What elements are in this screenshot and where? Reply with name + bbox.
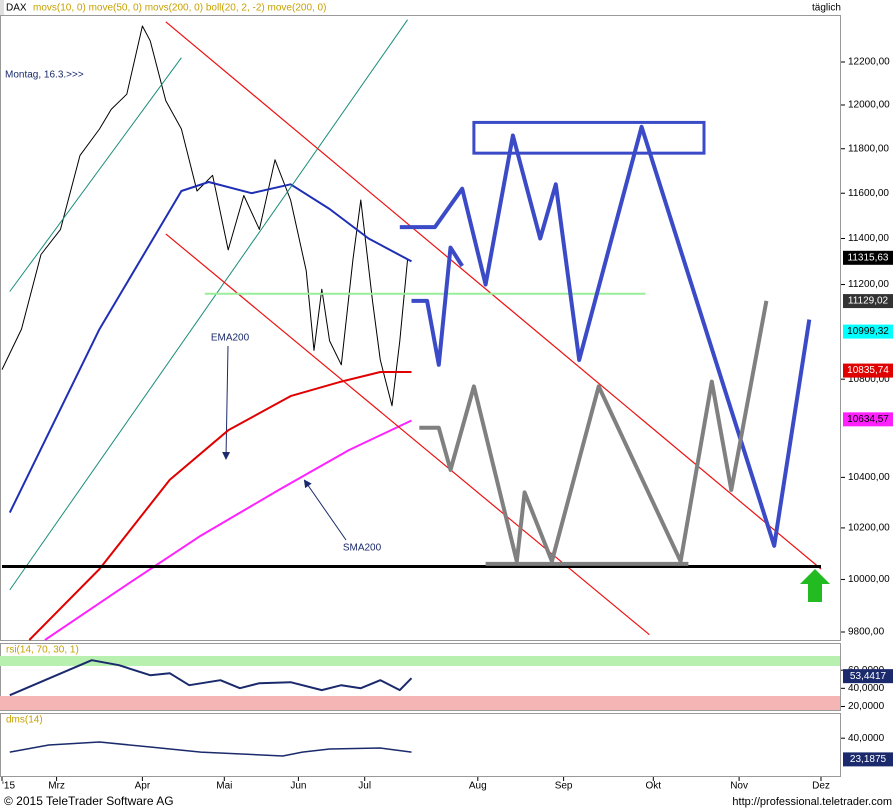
annotation: EMA200 [211,333,250,344]
series-line [9,19,409,591]
x-tick-label: Dez [812,781,830,792]
y-tick-label: 10400,00 [848,472,890,483]
value-label: 23,1875 [850,754,887,765]
series-line [399,124,812,548]
series-line [165,21,822,570]
x-tick-label: Nov [730,781,748,792]
series-line [9,741,412,757]
x-tick-label: Apr [135,781,151,792]
y-tick-label: 11600,00 [848,188,889,199]
target-box [472,120,706,155]
value-label: 10835,74 [847,365,889,376]
y-tick-label: 12200,00 [848,57,890,68]
x-tick-label: Sep [555,781,573,792]
value-label-box [843,669,893,684]
series-line [8,181,412,514]
indicators: movs(10, 0) move(50, 0) movs(200, 0) bol… [33,3,326,14]
series-line [1,25,409,407]
main-panel [0,15,841,641]
series-line [419,300,769,564]
y-tick-label: 40,0000 [848,683,885,694]
value-label-box [843,250,893,265]
corner [0,0,4,15]
rsi-title: rsi(14, 70, 30, 1) [6,645,79,656]
annotation: Montag, 16.3.>>> [5,70,84,81]
value-label-box [843,324,893,339]
y-tick-label: 10000,00 [848,574,890,585]
series-line [9,57,182,292]
value-label: 10634,57 [847,414,889,425]
footer-left: © 2015 TeleTrader Software AG [4,794,174,808]
ema-arrow [222,345,231,460]
dms-title: dms(14) [6,715,43,726]
value-label: 10999,32 [847,326,889,337]
value-label-box [843,412,893,427]
chart-title: DAX [6,3,27,14]
panel-marks [1,19,822,641]
y-tick-label: 11400,00 [848,233,889,244]
period: täglich [812,3,841,14]
series-line [28,371,412,641]
x-tick-label: Jun [290,781,306,792]
series-line [44,419,412,641]
annotation: SMA200 [343,543,382,554]
y-tick-label: 20,0000 [848,701,885,712]
value-label: 53,4417 [850,671,887,682]
panel-marks [9,659,413,697]
series-line [9,659,413,697]
sma-arrow [303,479,347,541]
y-tick-label: 10800,00 [848,374,890,385]
plot-layer: 12200,00 12000,00 11800,00 11600,00 11400,00… [1,19,893,792]
x-tick-label: Okt [646,781,662,792]
value-label: 11129,02 [848,296,889,307]
series-line [411,245,464,367]
y-tick-label: 11200,00 [848,279,889,290]
panel-marks [9,741,412,757]
up-arrow [800,569,830,602]
footer-right: http://professional.teletrader.com [732,796,892,808]
dms-panel [0,713,841,777]
value-label: 11315,63 [848,252,889,263]
y-tick-label: 11800,00 [848,143,889,154]
y-tick-label: 12000,00 [848,100,890,111]
rsi-lower-zone [0,696,840,710]
value-label-box [843,752,893,767]
y-tick-label: 10200,00 [848,523,890,534]
x-tick-label: Aug [469,781,487,792]
y-tick-label: 40,0000 [848,733,885,744]
x-tick-label: Jul [358,781,371,792]
x-tick-label: '15 [2,781,15,792]
x-tick-label: Mrz [48,781,65,792]
x-tick-label: Mai [216,781,232,792]
rsi-upper-zone [0,656,840,666]
y-tick-label: 9800,00 [848,627,885,638]
value-label-box [843,294,893,309]
value-label-box [843,363,893,378]
